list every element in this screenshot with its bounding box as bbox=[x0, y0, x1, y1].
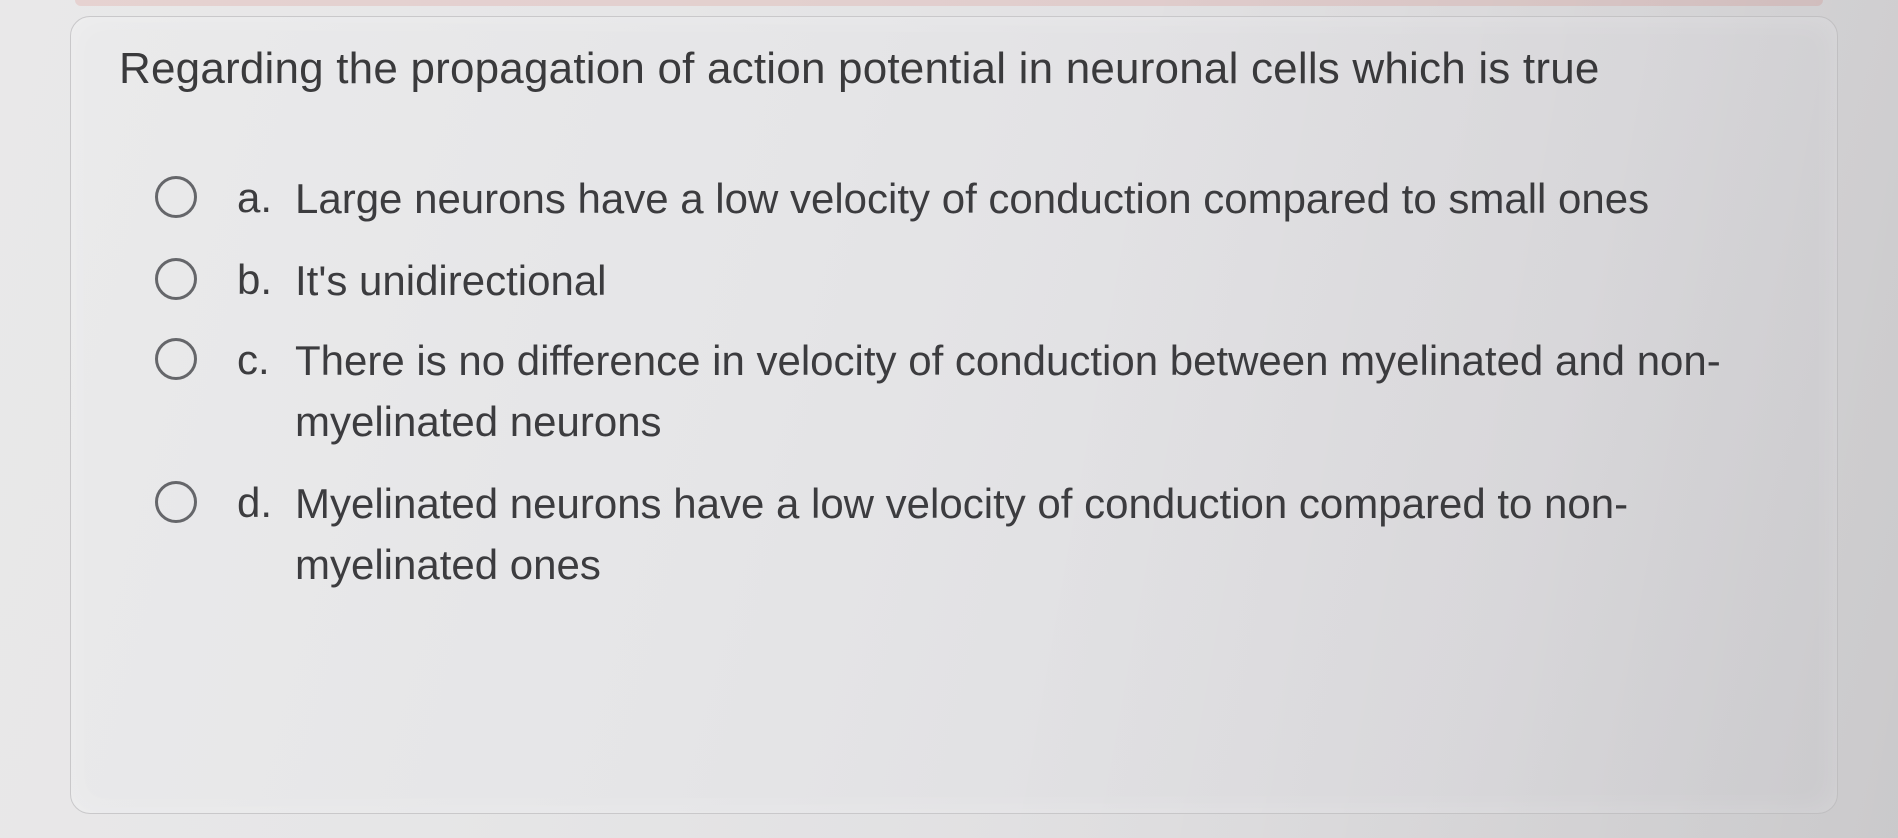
option-text-a: Large neurons have a low velocity of con… bbox=[295, 168, 1793, 230]
option-letter-c: c. bbox=[237, 330, 295, 391]
option-c[interactable]: c. There is no difference in velocity of… bbox=[155, 330, 1793, 453]
quiz-surface: Regarding the propagation of action pote… bbox=[0, 0, 1898, 838]
option-text-d: Myelinated neurons have a low velocity o… bbox=[295, 473, 1793, 596]
radio-a[interactable] bbox=[155, 176, 197, 218]
radio-c[interactable] bbox=[155, 338, 197, 380]
option-letter-b: b. bbox=[237, 250, 295, 311]
radio-d[interactable] bbox=[155, 481, 197, 523]
radio-b[interactable] bbox=[155, 258, 197, 300]
question-card: Regarding the propagation of action pote… bbox=[70, 16, 1838, 814]
option-text-b: It's unidirectional bbox=[295, 250, 1793, 312]
option-text-c: There is no difference in velocity of co… bbox=[295, 330, 1793, 453]
options-group: a. Large neurons have a low velocity of … bbox=[119, 168, 1793, 595]
option-d[interactable]: d. Myelinated neurons have a low velocit… bbox=[155, 473, 1793, 596]
option-b[interactable]: b. It's unidirectional bbox=[155, 250, 1793, 312]
option-letter-d: d. bbox=[237, 473, 295, 534]
option-letter-a: a. bbox=[237, 168, 295, 229]
question-prompt: Regarding the propagation of action pote… bbox=[119, 39, 1793, 98]
previous-card-bottom-edge bbox=[75, 0, 1823, 6]
option-a[interactable]: a. Large neurons have a low velocity of … bbox=[155, 168, 1793, 230]
